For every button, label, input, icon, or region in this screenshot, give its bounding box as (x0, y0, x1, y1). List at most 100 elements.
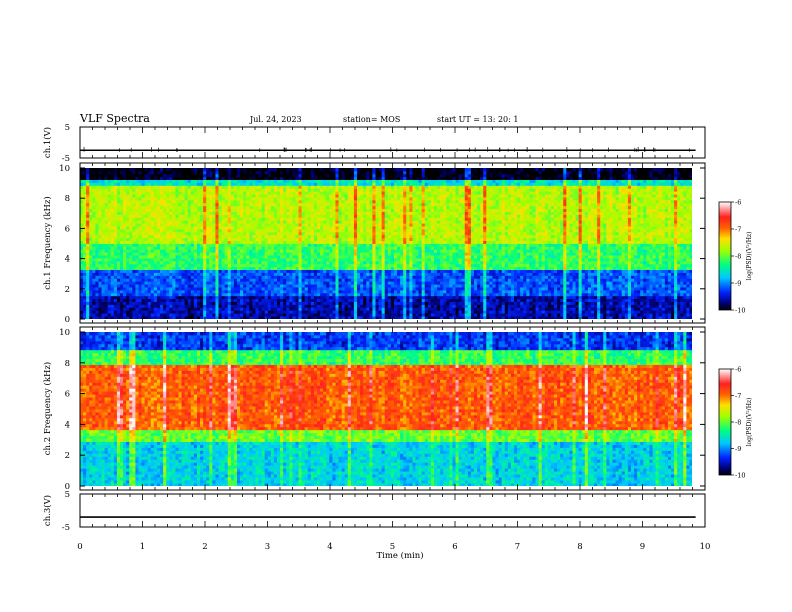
spectrogram-cell (156, 182, 161, 186)
spectrogram-cell (307, 170, 312, 175)
spectrogram-cell (313, 258, 318, 262)
spectrogram-cell (150, 258, 155, 262)
spectrogram-cell (212, 243, 216, 247)
spectrogram-cell (277, 252, 281, 256)
spectrogram-cell (273, 226, 278, 230)
spectrogram-cell (360, 179, 364, 183)
spectrogram-cell (280, 258, 284, 262)
spectrogram-cell (341, 304, 346, 308)
spectrogram-cell (196, 246, 201, 250)
spectrogram-cell (206, 298, 210, 302)
spectrogram-cell (116, 287, 121, 291)
spectrogram-cell (338, 249, 343, 253)
spectrogram-cell (313, 234, 318, 239)
spectrogram-cell (292, 168, 296, 172)
spectrogram-cell (307, 182, 312, 186)
spectrogram-cell (230, 255, 235, 259)
spectrogram-cell (126, 298, 130, 302)
spectrogram-cell (347, 199, 352, 204)
spectrogram-cell (181, 240, 186, 244)
spectrogram-cell (246, 298, 250, 302)
spectrogram-cell (273, 258, 278, 262)
spectrogram-cell (147, 298, 152, 302)
spectrogram-cell (144, 263, 149, 268)
spectrogram-cell (178, 211, 182, 215)
spectrogram-cell (292, 176, 296, 181)
spectrogram-cell (332, 205, 336, 210)
spectrogram-cell (153, 313, 158, 317)
spectrogram-cell (156, 191, 161, 195)
spectrogram-cell (206, 202, 210, 207)
spectrogram-cell (150, 170, 155, 175)
spectrogram-cell (104, 226, 109, 230)
spectrogram-cell (289, 185, 293, 189)
spectrogram-cell (320, 278, 324, 282)
spectrogram-cell (252, 202, 256, 207)
spectrogram-cell (135, 170, 139, 175)
spectrogram-cell (286, 243, 290, 247)
spectrogram-cell (92, 217, 96, 221)
spectrogram-cell (224, 307, 229, 311)
spectrogram-cell (292, 301, 296, 305)
spectrogram-cell (187, 249, 192, 253)
spectrogram-cell (350, 295, 355, 300)
spectrogram-cell (178, 191, 182, 195)
spectrogram-cell (280, 249, 284, 253)
spectrogram-cell (83, 188, 87, 192)
spectrogram-cell (280, 220, 284, 224)
spectrogram-cell (212, 179, 216, 183)
spectrogram-cell (104, 287, 109, 291)
spectrogram-cell (138, 211, 142, 215)
spectrogram-cell (95, 295, 99, 300)
spectrogram-cell (92, 188, 96, 192)
spectrogram-cell (366, 292, 370, 297)
spectrogram-cell (298, 295, 303, 300)
spectrogram-cell (307, 298, 312, 302)
spectrogram-cell (184, 185, 189, 189)
spectrogram-cell (126, 313, 130, 317)
spectrogram-cell (261, 252, 266, 256)
spectrogram-cell (160, 211, 164, 215)
spectrogram-cell (107, 263, 112, 268)
spectrogram-cell (320, 176, 324, 181)
spectrogram-cell (273, 275, 278, 279)
spectrogram-cell (181, 226, 186, 230)
spectrogram-cell (347, 228, 352, 233)
spectrogram-cell (116, 208, 121, 212)
spectrogram-cell (313, 298, 318, 302)
spectrogram-cell (326, 170, 330, 175)
spectrogram-cell (101, 168, 106, 172)
spectrogram-cell (190, 281, 195, 285)
spectrogram-cell (138, 188, 142, 192)
spectrogram-cell (246, 226, 250, 230)
spectrogram-cell (113, 316, 118, 319)
spectrogram-cell (240, 205, 244, 210)
spectrogram-cell (270, 249, 275, 253)
spectrogram-cell (326, 301, 330, 305)
spectrogram-cell (184, 170, 189, 175)
spectrogram-cell (86, 295, 90, 300)
spectrogram-cell (86, 237, 90, 241)
spectrogram-cell (169, 252, 173, 256)
spectrogram-cell (236, 205, 241, 210)
spectrogram-cell (360, 249, 364, 253)
spectrogram-cell (270, 197, 275, 201)
spectrogram-cell (200, 255, 204, 259)
spectrogram-cell (255, 179, 259, 183)
spectrogram-cell (360, 252, 364, 256)
spectrogram-cell (104, 310, 109, 314)
spectrogram-cell (153, 278, 158, 282)
spectrogram-cell (181, 208, 186, 212)
spectrogram-cell (338, 199, 343, 204)
spectrogram-cell (369, 211, 373, 215)
spectrogram-cell (249, 301, 253, 305)
spectrogram-cell (323, 304, 327, 308)
spectrogram-cell (323, 246, 327, 250)
spectrogram-cell (181, 199, 186, 204)
spectrogram-cell (83, 199, 87, 204)
spectrogram-cell (236, 249, 241, 253)
spectrogram-cell (357, 266, 361, 271)
spectrogram-cell (196, 197, 201, 201)
spectrogram-cell (113, 205, 118, 210)
spectrogram-cell (236, 170, 241, 175)
